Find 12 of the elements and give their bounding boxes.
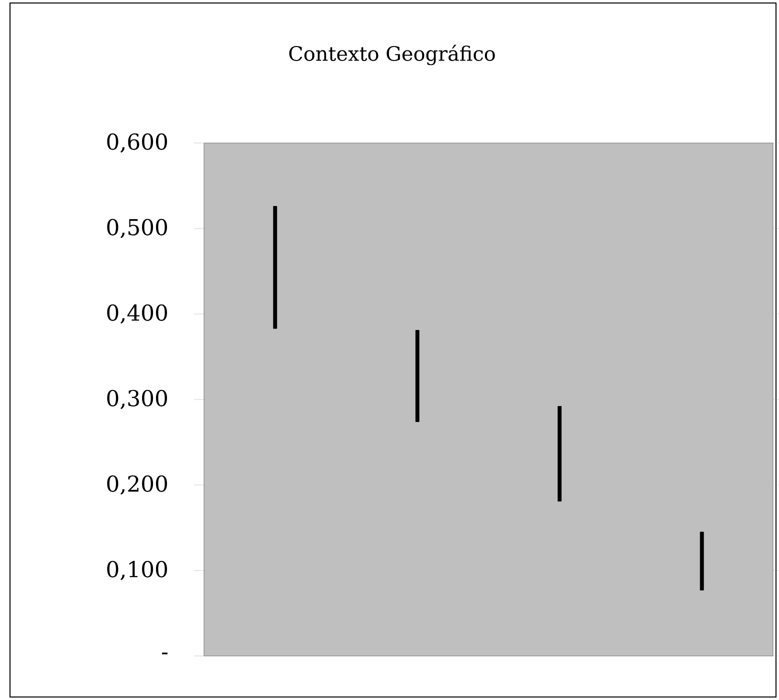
y-tick-label: 0,400 xyxy=(107,304,168,324)
y-tick-label: 0,100 xyxy=(107,560,168,580)
bar xyxy=(273,206,278,329)
bar xyxy=(558,406,562,502)
bar xyxy=(700,532,704,590)
y-tick-label: 0,200 xyxy=(107,475,168,495)
chart-title: Contexto Geográfico xyxy=(289,44,495,66)
y-tick-label: 0,600 xyxy=(107,133,168,153)
y-tick-label: - xyxy=(162,652,168,654)
y-tick-label: 0,500 xyxy=(107,218,168,238)
bar xyxy=(415,330,420,422)
y-tick-label: 0,300 xyxy=(107,390,168,410)
